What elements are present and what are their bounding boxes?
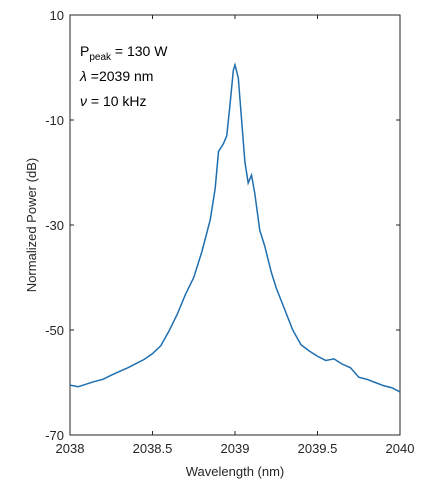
- y-tick-label: 10: [50, 8, 64, 23]
- x-tick-label: 2039: [221, 441, 250, 456]
- x-axis-label: Wavelength (nm): [186, 464, 285, 479]
- y-tick-label: -50: [45, 323, 64, 338]
- annotation: Ppeak = 130 W: [80, 43, 168, 63]
- annotation-main: ν: [80, 93, 87, 109]
- annotation-main: λ: [79, 68, 87, 84]
- annotation: λ =2039 nm: [79, 68, 153, 84]
- y-axis-label: Normalized Power (dB): [24, 158, 39, 292]
- plot-frame: [69, 14, 401, 436]
- y-tick-label: -30: [45, 218, 64, 233]
- annotation: ν = 10 kHz: [80, 93, 147, 109]
- x-tick-label: 2038: [56, 441, 85, 456]
- annotation-rest: = 10 kHz: [87, 93, 147, 109]
- annotation-main: P: [80, 43, 89, 59]
- annotation-rest: = 130 W: [111, 43, 168, 59]
- y-tick-label: -10: [45, 113, 64, 128]
- annotation-rest: =2039 nm: [87, 68, 154, 84]
- x-tick-label: 2039.5: [298, 441, 338, 456]
- x-tick-label: 2040: [386, 441, 415, 456]
- annotation-sub: peak: [89, 52, 112, 63]
- x-tick-label: 2038.5: [133, 441, 173, 456]
- y-tick-label: -70: [45, 428, 64, 443]
- data-line: [69, 62, 401, 393]
